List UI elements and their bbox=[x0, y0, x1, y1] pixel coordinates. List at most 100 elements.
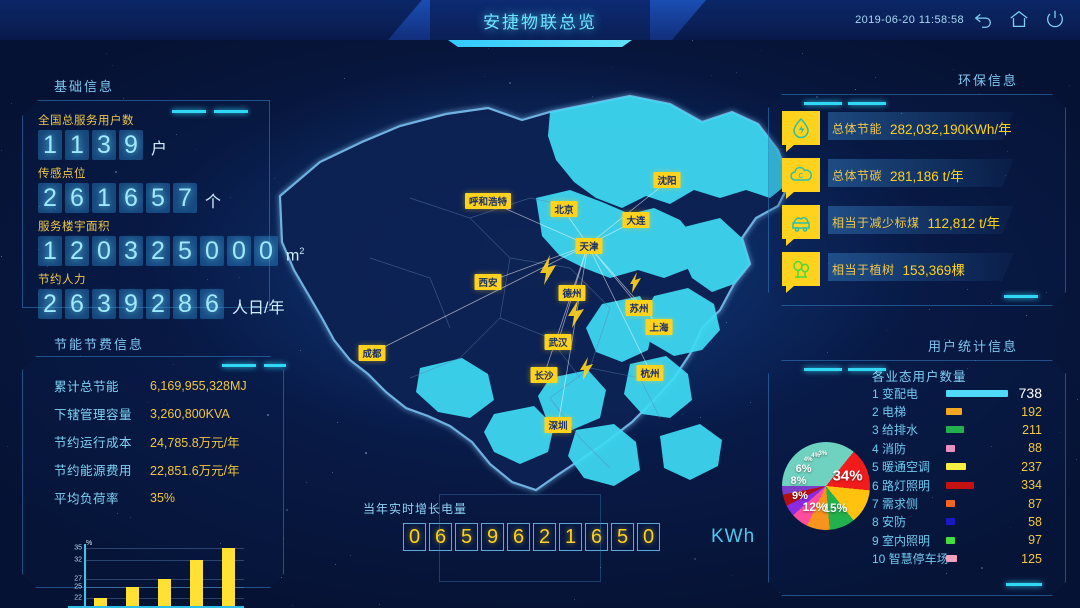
saving-info-row: 累计总节能 6,169,955,328MJ bbox=[54, 376, 247, 395]
user-category-bar bbox=[946, 481, 974, 489]
basic-info-unit: m2 bbox=[286, 245, 305, 264]
user-category-value: 192 bbox=[1021, 404, 1042, 419]
basic-info-label: 传感点位 bbox=[38, 168, 86, 180]
counter-digit: 2 bbox=[533, 523, 556, 551]
page-title: 安捷物联总览 bbox=[483, 12, 597, 32]
map-city-label[interactable]: 德州 bbox=[558, 285, 586, 301]
digit-cell: 6 bbox=[119, 183, 143, 213]
user-category-name: 9 室内照明 bbox=[872, 533, 931, 548]
user-category-value: 87 bbox=[1028, 496, 1042, 511]
digit-cell: 9 bbox=[119, 289, 143, 319]
pie-slice-label: 4% bbox=[803, 456, 813, 463]
user-category-row: 9 室内照明 97 bbox=[872, 531, 1048, 549]
digit-cell: 3 bbox=[119, 236, 143, 266]
user-category-row: 6 路灯照明 334 bbox=[872, 476, 1048, 494]
map-city-label[interactable]: 深圳 bbox=[544, 417, 572, 433]
counter-digit: 6 bbox=[507, 523, 530, 551]
user-category-value: 97 bbox=[1028, 533, 1042, 548]
svg-text:C: C bbox=[798, 173, 803, 180]
saving-info-row: 节约能源费用 22,851.6万元/年 bbox=[54, 460, 247, 479]
user-category-name: 8 安防 bbox=[872, 515, 907, 530]
user-category-bar bbox=[946, 444, 955, 452]
user-category-row: 4 消防 88 bbox=[872, 439, 1048, 457]
load-rate-bar-chart: % 222527323520152016201720182019 bbox=[62, 540, 252, 608]
saving-info-rows: 累计总节能 6,169,955,328MJ 下辖管理容量 3,260,800KV… bbox=[54, 376, 247, 516]
pie-slice-label: 4% bbox=[811, 452, 820, 459]
digit-cell: 1 bbox=[65, 130, 89, 160]
env-info-row: C 总体节碳 281,186 t/年 bbox=[782, 155, 1058, 199]
digit-cell: 1 bbox=[38, 130, 62, 160]
digit-cell: 2 bbox=[38, 289, 62, 319]
env-info-row: 相当于植树 153,369棵 bbox=[782, 249, 1058, 293]
digit-cell: 1 bbox=[38, 236, 62, 266]
env-row-bar bbox=[828, 206, 1014, 234]
user-category-bar bbox=[946, 426, 964, 434]
map-city-label[interactable]: 上海 bbox=[645, 319, 673, 335]
chart-bar bbox=[221, 547, 235, 606]
co2-cloud-icon: C bbox=[782, 158, 820, 199]
basic-info-unit: 户 bbox=[151, 141, 168, 158]
map-city-label[interactable]: 天津 bbox=[575, 238, 603, 254]
china-map[interactable]: 沈阳呼和浩特北京大连天津西安德州苏州上海成都 武汉杭州 长沙深圳 bbox=[250, 78, 810, 508]
saving-info-frame bbox=[22, 356, 284, 588]
map-svg bbox=[278, 94, 792, 492]
pie-slice-label: 8% bbox=[790, 474, 807, 487]
user-category-row: 2 电梯 192 bbox=[872, 402, 1048, 420]
chart-y-axis bbox=[84, 544, 86, 606]
user-category-value: 125 bbox=[1021, 551, 1042, 566]
map-city-label[interactable]: 沈阳 bbox=[653, 172, 681, 188]
env-info-row: 相当于减少标煤 112,812 t/年 bbox=[782, 202, 1058, 246]
basic-info-frame bbox=[22, 100, 270, 308]
user-category-name: 4 消防 bbox=[872, 441, 907, 456]
back-icon[interactable] bbox=[972, 8, 994, 30]
counter-label: 当年实时增长电量 bbox=[363, 502, 468, 516]
map-city-label[interactable]: 北京 bbox=[550, 201, 578, 217]
map-city-label[interactable]: 大连 bbox=[622, 212, 650, 228]
pie-slice-label: 34% bbox=[832, 467, 863, 485]
user-category-row: 7 需求侧 87 bbox=[872, 494, 1048, 512]
user-category-bar bbox=[946, 536, 955, 544]
counter-digit: 6 bbox=[429, 523, 452, 551]
chart-gridline bbox=[84, 559, 244, 561]
env-info-panel: 总体节能 282,032,190KWh/年 C 总体节碳 281,186 t/年… bbox=[768, 94, 1066, 306]
map-city-label[interactable]: 苏州 bbox=[625, 300, 653, 316]
map-city-label[interactable]: 成都 bbox=[358, 345, 386, 361]
power-icon[interactable] bbox=[1044, 8, 1066, 30]
digit-cell: 7 bbox=[173, 183, 197, 213]
env-info-row: 总体节能 282,032,190KWh/年 bbox=[782, 108, 1058, 152]
chart-bar bbox=[125, 586, 139, 606]
map-city-label[interactable]: 西安 bbox=[474, 274, 502, 290]
map-city-label[interactable]: 呼和浩特 bbox=[464, 193, 512, 209]
user-category-bar-wrap bbox=[946, 555, 1010, 563]
frame-dash bbox=[804, 368, 842, 371]
user-stats-title: 各业态用户数量 bbox=[872, 370, 967, 384]
user-category-name: 10 智慧停车场 bbox=[872, 552, 949, 567]
map-city-label[interactable]: 长沙 bbox=[530, 367, 558, 383]
env-row-bar bbox=[828, 112, 1014, 140]
map-city-label[interactable]: 武汉 bbox=[544, 334, 572, 350]
frame-dash bbox=[804, 102, 842, 105]
digit-cell: 5 bbox=[146, 183, 170, 213]
chart-y-tick: 32 bbox=[74, 556, 82, 563]
saving-info-panel: 累计总节能 6,169,955,328MJ 下辖管理容量 3,260,800KV… bbox=[22, 356, 286, 608]
map-city-label[interactable]: 杭州 bbox=[636, 365, 664, 381]
basic-info-caption: 基础信息 bbox=[54, 79, 115, 94]
env-row-name: 相当于植树 bbox=[832, 262, 895, 277]
digit-cell: 2 bbox=[146, 289, 170, 319]
energy-drop-icon bbox=[782, 111, 820, 152]
user-category-bar-wrap bbox=[946, 389, 1010, 397]
home-icon[interactable] bbox=[1008, 8, 1030, 30]
counter-digit: 6 bbox=[585, 523, 608, 551]
saving-info-value: 24,785.8万元/年 bbox=[150, 436, 240, 450]
digit-cell: 0 bbox=[227, 236, 251, 266]
user-category-value: 88 bbox=[1028, 441, 1042, 456]
basic-info-unit: 人日/年 bbox=[232, 300, 285, 317]
digit-cell: 1 bbox=[92, 183, 116, 213]
map-lightning-markers bbox=[540, 255, 641, 380]
user-category-bar bbox=[946, 408, 962, 416]
